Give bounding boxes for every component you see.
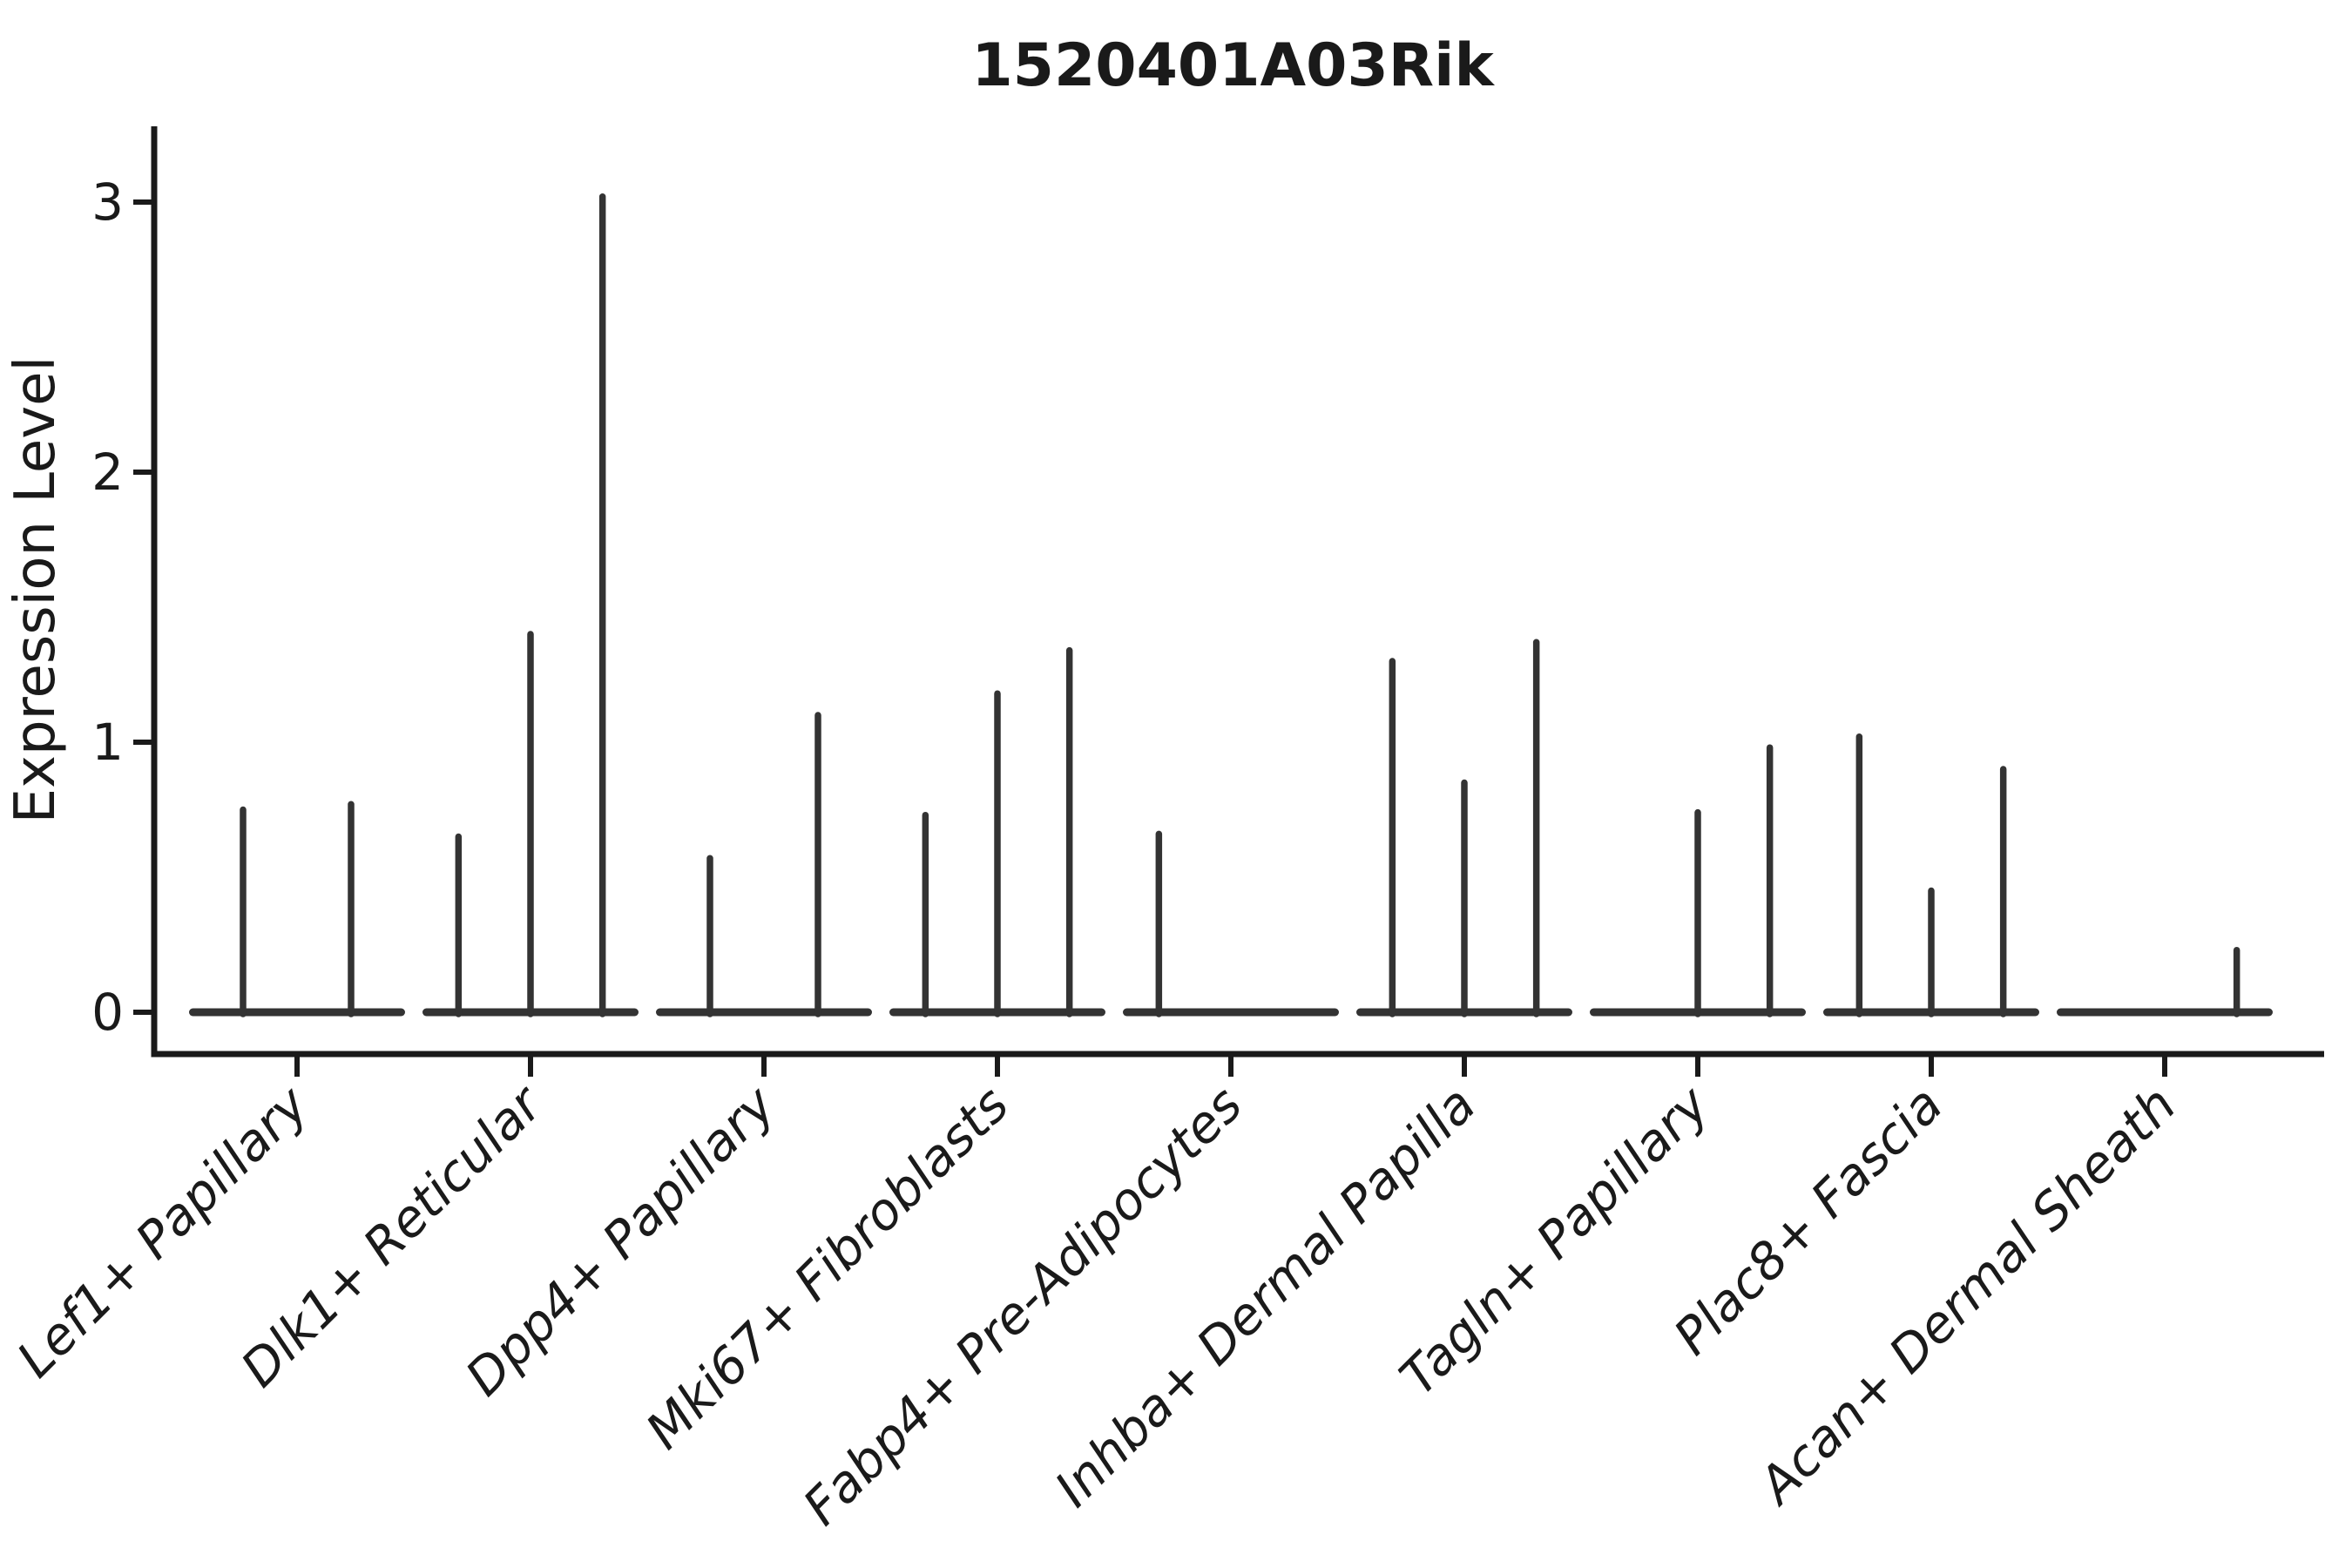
x-tick-label: Acan+ Dermal Sheath [1745,1075,2187,1517]
y-tick-label: 1 [91,713,124,772]
violin-baseline [189,1008,405,1017]
y-axis-label: Expression Level [3,356,68,824]
y-tick-label: 2 [91,443,124,502]
y-tick-label: 0 [91,983,124,1042]
chart-title: 1520401A03Rik [971,31,1495,100]
violin-baseline [656,1008,872,1017]
violin-baseline [2057,1008,2273,1017]
x-tick-label: Inhba+ Dermal Papilla [1044,1075,1487,1518]
y-tick-label: 3 [91,172,124,232]
violin-baseline [1123,1008,1339,1017]
x-tick-label: Fabp4+ Pre-Adipocytes [792,1075,1254,1537]
